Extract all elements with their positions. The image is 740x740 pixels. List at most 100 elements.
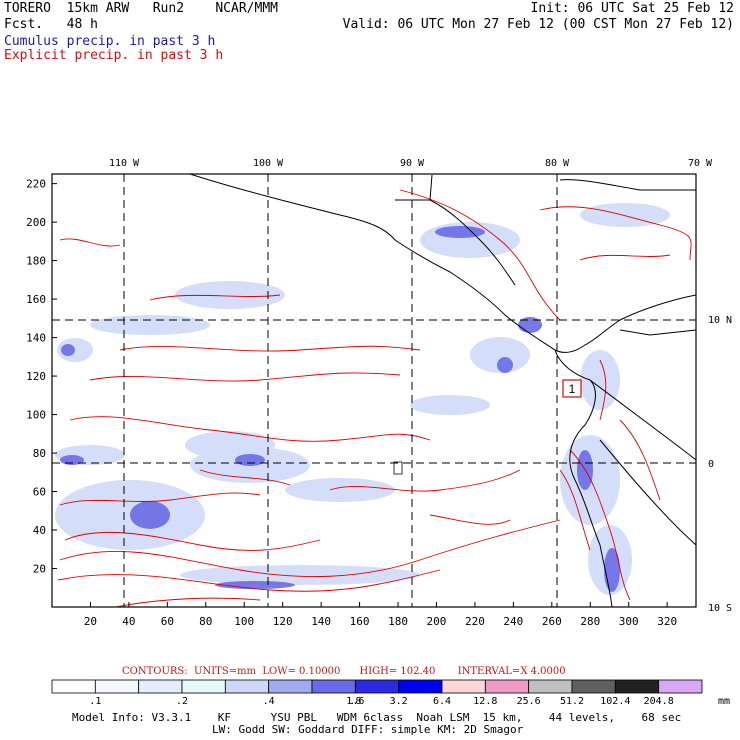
y-tick-label: 180: [26, 255, 46, 268]
model-org: NCAR/MMM: [215, 1, 278, 16]
color-scale-unit: mm: [718, 696, 730, 706]
color-scale-label: 51.2: [560, 696, 584, 706]
color-scale-swatch: [51, 679, 96, 694]
storm-marker-box: [562, 379, 582, 398]
high-label: HIGH= 102.40: [359, 666, 436, 677]
galapagos-islands: [393, 461, 403, 475]
color-scale-swatch: [354, 679, 400, 694]
init-time: Init: 06 UTC Sat 25 Feb 12: [530, 1, 735, 16]
color-scale-label: 25.6: [517, 696, 541, 706]
map-frame: [51, 173, 697, 608]
color-scale-label: 6.4: [433, 696, 451, 706]
lon-label: 110 W: [109, 158, 140, 169]
cumulus-legend-text: Cumulus precip. in past 3 h: [4, 34, 216, 49]
y-tick-label: 20: [33, 563, 46, 576]
color-scale-swatch: [311, 679, 356, 694]
color-scale-swatch: [268, 679, 313, 694]
color-scale-swatch: [138, 679, 183, 694]
x-tick-label: 140: [311, 615, 331, 628]
color-scale-label: 12.8: [473, 696, 497, 706]
lon-label: 80 W: [545, 158, 570, 169]
model-name: TORERO: [4, 1, 51, 16]
color-scale-bar: .1.2.4.81.6 3.2 6.4 12.8 25.6 51.2 102.4 204.8 …: [51, 679, 730, 706]
color-scale-label: 102.4: [600, 696, 630, 706]
color-scale-label: 3.2: [390, 696, 408, 706]
x-tick-label: 200: [427, 615, 447, 628]
fcst-label: Fcst.: [4, 17, 44, 32]
color-scale-swatch: [571, 679, 616, 694]
x-tick-label: 120: [273, 615, 293, 628]
cumulus-precip-light: [55, 203, 670, 595]
lon-label: 100 W: [253, 158, 284, 169]
y-tick-label: 200: [26, 216, 46, 229]
x-tick-label: 100: [234, 615, 254, 628]
coastlines: [189, 174, 696, 607]
y-tick-label: 160: [26, 293, 46, 306]
color-scale-swatch: [398, 679, 443, 694]
valid-time: Valid: 06 UTC Mon 27 Feb 12 (00 CST Mon …: [342, 17, 734, 32]
precipitation-map: 1 110 W 100 W 90 W 80 W 70 W 10 N 0 10 S…: [26, 158, 732, 628]
y-tick-label: 100: [26, 409, 46, 422]
x-tick-label: 280: [580, 615, 600, 628]
color-scale-label: .4: [263, 696, 275, 706]
x-tick-labels: 20 40 60 80 100 120 140 160 180 200 220 240 260 280 30…: [84, 602, 677, 628]
color-scale-swatch: [94, 679, 140, 694]
forecast-hour: Fcst. 48 h: [4, 18, 98, 32]
y-tick-labels: 20 40 60 80 100 120 140 160 180 200 220: [26, 178, 57, 576]
contours-label: CONTOURS:: [122, 666, 188, 677]
fcst-value: 48 h: [66, 17, 98, 32]
explicit-precip-contours: [57, 189, 692, 607]
model-info-line-2: LW: Godd SW: Goddard DIFF: simple KM: 2D…: [212, 723, 524, 736]
longitude-labels: 110 W 100 W 90 W 80 W 70 W: [109, 158, 713, 169]
color-scale-swatch: [441, 679, 486, 694]
header-line-1: TORERO 15km ARW Run2 NCAR/MMM: [4, 2, 278, 16]
lat-label: 10 S: [708, 603, 732, 614]
y-tick-label: 80: [33, 447, 46, 460]
model-run: Run2: [152, 1, 185, 16]
x-tick-label: 160: [350, 615, 370, 628]
latitude-labels: 10 N 0 10 S: [708, 315, 732, 614]
x-tick-label: 20: [84, 615, 97, 628]
x-tick-label: 80: [199, 615, 212, 628]
model-resolution: 15km ARW: [66, 1, 130, 16]
color-scale-label: .2: [176, 696, 188, 706]
y-tick-label: 140: [26, 332, 46, 345]
color-scale-swatch: [484, 679, 530, 694]
color-scale-label: .1: [89, 696, 101, 706]
y-tick-label: 40: [33, 524, 46, 537]
precip-fields: [55, 174, 696, 607]
color-scale-labels: .1 .2 .4 .81.6 3.2 6.4 12.8 25.6 51.2 102.4 204.8: [89, 696, 673, 706]
color-scale-label: 204.8: [644, 696, 674, 706]
x-tick-label: 260: [542, 615, 562, 628]
lon-label: 70 W: [688, 158, 713, 169]
x-tick-label: 320: [657, 615, 677, 628]
color-scale-swatch: [528, 679, 573, 694]
explicit-legend-text: Explicit precip. in past 3 h: [4, 48, 224, 63]
x-tick-label: 220: [465, 615, 485, 628]
x-tick-label: 40: [122, 615, 135, 628]
contour-info: CONTOURS: UNITS=mm LOW= 0.10000 HIGH= 10…: [122, 666, 566, 677]
y-tick-label: 60: [33, 486, 46, 499]
color-scale-swatch: [181, 679, 226, 694]
y-tick-label: 120: [26, 370, 46, 383]
units-label: UNITS=mm: [194, 666, 257, 677]
color-scale-swatch: [224, 679, 270, 694]
color-scale-swatch: [658, 679, 703, 694]
lat-lon-grid: [52, 174, 696, 607]
lat-label: 10 N: [708, 315, 732, 326]
color-scale-swatch: [614, 679, 660, 694]
interval-label: INTERVAL=X 4.0000: [457, 666, 566, 677]
color-scale-label: 1.6: [346, 696, 364, 706]
lon-label: 90 W: [400, 158, 425, 169]
x-tick-label: 240: [503, 615, 523, 628]
x-tick-label: 60: [161, 615, 174, 628]
low-label: LOW= 0.10000: [262, 666, 341, 677]
lat-label: 0: [708, 459, 714, 470]
x-tick-label: 300: [619, 615, 639, 628]
color-scale-label: .8: [349, 696, 361, 706]
x-tick-label: 180: [388, 615, 408, 628]
storm-marker-label: 1: [569, 382, 576, 396]
y-tick-label: 220: [26, 178, 46, 191]
color-scale-boxes: [51, 679, 703, 694]
model-info-line-1: Model Info: V3.3.1 KF YSU PBL WDM 6class…: [72, 711, 682, 724]
